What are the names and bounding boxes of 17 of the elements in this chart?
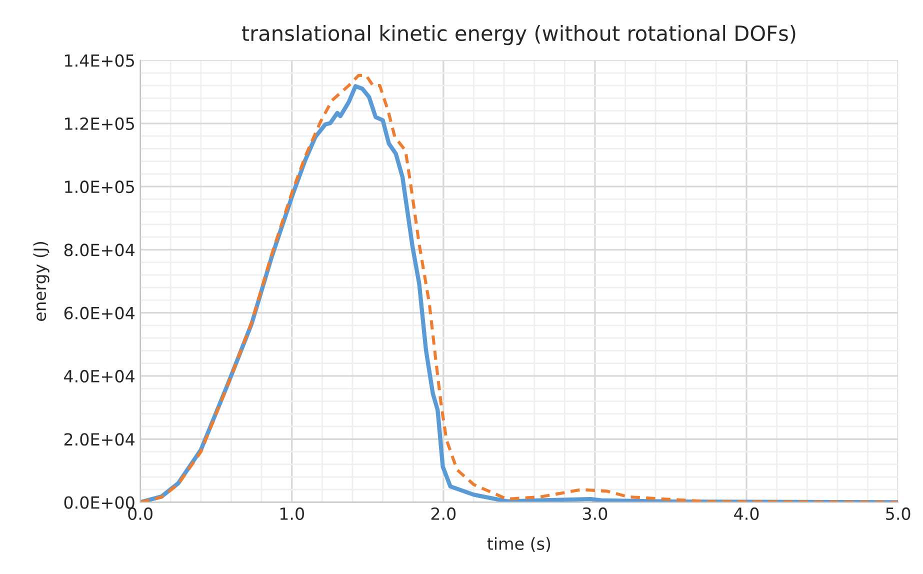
x-tick-label: 2.0 [431,507,456,520]
y-axis-title: energy (J) [33,242,50,321]
y-tick-label: 0.0E+00 [64,496,134,509]
x-axis-title: time (s) [487,537,550,552]
y-tick-label: 1.0E+05 [65,180,134,194]
y-tick-label: 1.4E+05 [65,54,134,67]
y-tick-label: 1.2E+05 [65,117,134,130]
x-tick-label: 1.0 [280,507,304,520]
y-tick-label: 2.0E+04 [64,433,134,446]
y-tick-label: 6.0E+04 [64,306,134,320]
y-tick-label: 8.0E+04 [64,244,134,256]
x-tick-label: 3.0 [582,507,608,520]
x-tick-label: 0.0 [128,507,152,520]
x-tick-label: 5.0 [886,507,910,520]
x-tick-label: 4.0 [734,507,759,520]
chart-title: translational kinetic energy (without rotational DOFs) [242,24,796,46]
y-tick-label: 4.0E+04 [64,370,134,383]
